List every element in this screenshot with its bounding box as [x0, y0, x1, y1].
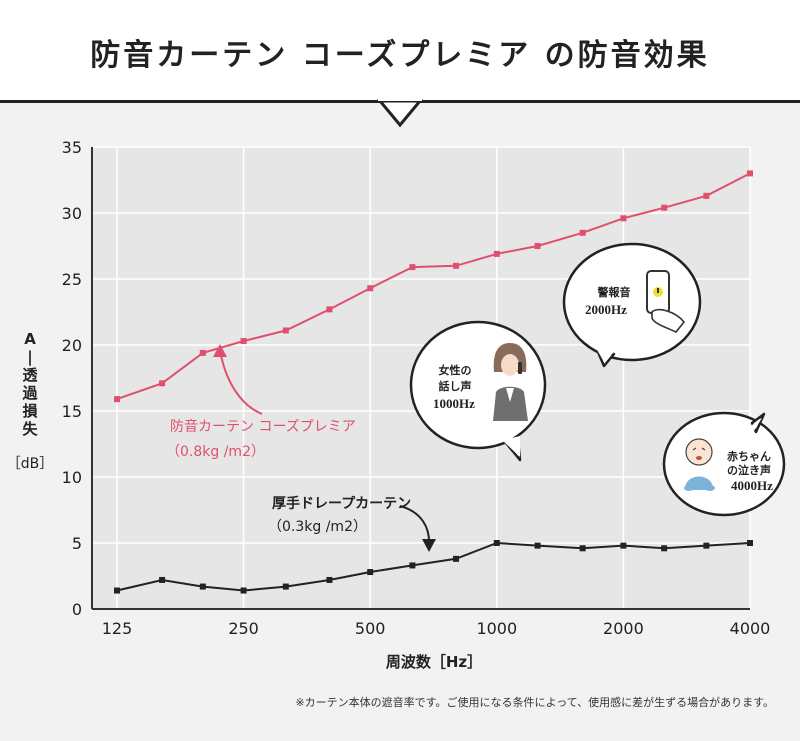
series-1-point-6	[367, 569, 374, 576]
series-0-point-3	[240, 338, 247, 345]
premium-series-label: 防音カーテン コーズプレミア	[170, 418, 356, 435]
premium-series-sublabel: （0.8kg /m2）	[166, 444, 265, 460]
y-tick-label-1: 5	[72, 534, 82, 553]
series-line-1	[116, 541, 751, 592]
drape-label-arrowhead	[422, 539, 436, 552]
y-axis-title-char-4: 損	[22, 402, 38, 420]
series-0-point-8	[453, 262, 460, 269]
series-0-point-6	[367, 285, 374, 292]
page-title: 防音カーテン コーズプレミア の防音効果	[90, 38, 710, 73]
series-0-point-12	[620, 215, 627, 222]
title-pointer-cover	[378, 96, 422, 101]
series-0-point-9	[493, 250, 500, 257]
series-1-point-14	[703, 542, 710, 549]
y-tick-label-6: 30	[62, 204, 82, 223]
woman-on-phone-icon	[493, 343, 528, 421]
title-pointer	[376, 99, 424, 128]
y-axis-unit: ［dB］	[7, 456, 54, 472]
y-tick-label-3: 15	[62, 402, 82, 421]
series-1-point-3	[240, 587, 247, 594]
series-0-point-14	[703, 192, 710, 199]
series-1-point-11	[579, 545, 586, 552]
bubble-alarm-line1: 警報音	[597, 285, 631, 299]
bubble-voice: 女性の 話し声 1000Hz	[409, 320, 547, 462]
y-axis-title-char-0: A	[24, 330, 36, 348]
series-0-point-0	[114, 396, 120, 403]
series-0-point-1	[159, 380, 166, 387]
premium-label-arrowhead	[213, 344, 227, 357]
crying-baby-icon	[684, 438, 715, 491]
series-1-point-8	[453, 555, 460, 562]
y-tick-label-5: 25	[62, 270, 82, 289]
x-tick-label-4: 2000	[603, 619, 644, 638]
bubble-voice-line1: 女性の	[439, 363, 472, 377]
y-tick-label-0: 0	[72, 600, 82, 619]
series-0-point-11	[579, 229, 586, 236]
bubble-voice-line2: 話し声	[439, 379, 472, 393]
x-tick-label-5: 4000	[730, 619, 771, 638]
x-tick-label-2: 500	[355, 619, 386, 638]
y-axis-title-char-5: 失	[22, 420, 38, 438]
y-axis-title-char-3: 過	[21, 384, 38, 402]
bubble-voice-line3: 1000Hz	[433, 396, 475, 411]
series-1-point-13	[661, 545, 668, 552]
bubble-baby-line1: 赤ちゃん	[727, 449, 771, 463]
series-1-point-12	[620, 542, 627, 549]
bubble-alarm-line2: 2000Hz	[585, 302, 627, 317]
series-1-point-2	[199, 583, 206, 590]
grid	[92, 146, 751, 609]
bubble-alarm: 警報音 2000Hz	[562, 242, 702, 368]
series-0-point-7	[409, 264, 416, 271]
series-1-point-1	[159, 576, 166, 583]
series-line-0	[116, 172, 751, 401]
y-tick-labels: 0 5 10 15 20 25 30 35	[62, 138, 82, 619]
series-0-point-2	[199, 349, 206, 356]
x-tick-label-0: 125	[102, 619, 133, 638]
x-axis-title: 周波数［Hz］	[386, 653, 482, 671]
series-0-point-13	[661, 204, 668, 211]
bubble-baby-line2: の泣き声	[727, 463, 771, 477]
y-tick-label-4: 20	[62, 336, 82, 355]
series-1-point-15	[747, 540, 753, 546]
drape-series-label: 厚手ドレープカーテン	[272, 495, 411, 512]
series-1-point-0	[114, 587, 120, 594]
footnote: ※カーテン本体の遮音率です。ご使用になる条件によって、使用感に差が生ずる場合があ…	[295, 696, 774, 709]
x-tick-label-3: 1000	[476, 619, 517, 638]
series	[114, 170, 753, 594]
y-axis-title-char-2: 透	[22, 366, 38, 384]
drape-series-sublabel: （0.3kg /m2）	[268, 519, 367, 535]
smartphone-alert-icon	[646, 270, 686, 334]
bubble-baby-line3: 4000Hz	[731, 478, 773, 493]
x-tick-label-1: 250	[228, 619, 259, 638]
series-1-point-4	[282, 583, 289, 590]
series-1-point-9	[493, 540, 500, 546]
series-1-point-7	[409, 562, 416, 569]
title-box: 防音カーテン コーズプレミア の防音効果	[0, 0, 800, 103]
series-0-point-4	[282, 327, 289, 334]
series-0-point-5	[326, 306, 333, 313]
series-0-point-15	[747, 170, 753, 177]
series-1-point-5	[326, 576, 333, 583]
y-axis-title-char-1: |	[27, 348, 32, 367]
series-0-point-10	[534, 243, 541, 249]
y-tick-label-2: 10	[62, 468, 82, 487]
premium-label-arrow	[219, 349, 263, 415]
bubble-baby: 赤ちゃん の泣き声 4000Hz	[662, 411, 786, 517]
x-tick-labels: 125 250 500 1000 2000 4000	[102, 619, 771, 638]
y-tick-label-7: 35	[62, 138, 82, 157]
series-1-point-10	[534, 542, 541, 549]
